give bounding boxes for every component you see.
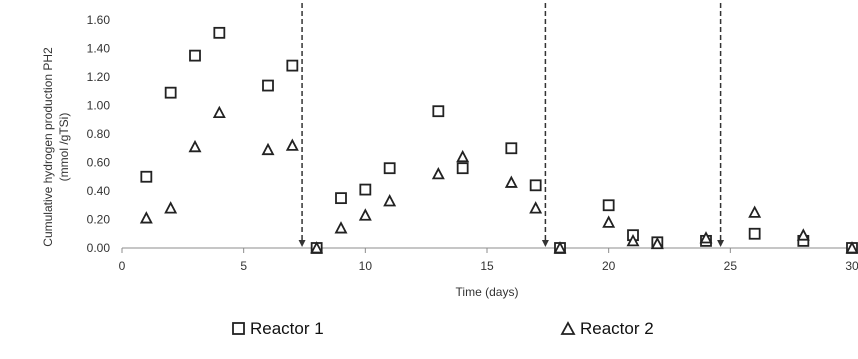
reactor-2-point — [383, 194, 397, 207]
x-tick-label: 20 — [602, 259, 616, 273]
reactor-2-point — [845, 241, 858, 254]
y-tick-label: 0.20 — [87, 213, 111, 227]
legend-item-reactor-2: Reactor 2 — [560, 319, 654, 338]
reactor-2-point — [285, 138, 299, 151]
reactor-2-point — [212, 105, 226, 119]
reactor-1-point — [456, 162, 469, 175]
reactor-2-point — [529, 201, 543, 214]
reactor-1-point — [140, 170, 153, 183]
y-tick-label: 1.60 — [87, 13, 111, 27]
y-tick-label: 1.40 — [87, 42, 111, 56]
reactor-1-point — [286, 59, 299, 72]
legend-label-reactor-2: Reactor 2 — [580, 319, 654, 338]
reactor-2-point — [261, 142, 275, 156]
reactor-2-point — [748, 205, 762, 218]
reactor-1-point — [189, 49, 201, 62]
reactor-2-point — [456, 149, 470, 163]
legend: Reactor 1 Reactor 2 — [232, 319, 654, 338]
y-tick-label: 0.00 — [87, 241, 111, 255]
reactor-2-point — [139, 211, 153, 224]
reactor-2-point — [650, 236, 664, 250]
y-tick-label: 0.80 — [87, 127, 111, 141]
reactor-1-point — [383, 162, 396, 175]
x-tick-label: 10 — [359, 259, 373, 273]
x-tick-label: 30 — [845, 259, 858, 273]
x-tick-label: 15 — [480, 259, 494, 273]
data-points-layer — [139, 26, 858, 254]
reactor-1-point — [602, 199, 615, 212]
reactor-2-point — [602, 215, 616, 228]
y-axis-title-line2: (mmol /gTSi) — [57, 113, 71, 182]
reactor-2-point — [796, 228, 810, 241]
reactor-1-point — [529, 179, 542, 192]
y-tick-label: 0.60 — [87, 156, 111, 170]
reactor-1-point — [213, 26, 226, 39]
reactor-2-point — [431, 166, 445, 180]
y-tick-label: 1.20 — [87, 70, 111, 84]
reactor-2-point — [164, 201, 178, 214]
reactor-1-point — [359, 183, 372, 196]
reactor-2-point — [626, 233, 640, 247]
reactor-1-point — [164, 86, 177, 99]
legend-label-reactor-1: Reactor 1 — [250, 319, 324, 338]
reactor-1-point — [505, 142, 518, 155]
reactor-2-point — [504, 175, 518, 188]
reactor-1-point — [432, 105, 445, 118]
y-tick-label: 0.40 — [87, 184, 111, 198]
y-tick-label: 1.00 — [87, 99, 111, 113]
reactor-1-point — [335, 192, 347, 205]
reactor-2-point — [188, 139, 202, 153]
reactor-2-point — [358, 208, 372, 221]
y-axis-title-line1: Cumulative hydrogen production PH2 — [41, 47, 55, 247]
x-axis-title: Time (days) — [456, 285, 519, 299]
reactor-1-point — [262, 79, 274, 92]
axes-layer: 0.00 0.20 0.40 0.60 0.80 1.00 1.20 1.40 1.60 0 5 10… — [87, 13, 858, 273]
vertical-markers-layer — [298, 3, 725, 247]
phase-divider-arrowhead — [717, 240, 725, 247]
reactor-2-point — [553, 241, 567, 254]
legend-item-reactor-1: Reactor 1 — [232, 319, 324, 338]
legend-triangle-marker — [560, 321, 576, 335]
reactor-1-point — [748, 227, 761, 240]
reactor-2-point — [699, 231, 713, 244]
x-tick-label: 0 — [119, 259, 126, 273]
x-tick-label: 25 — [724, 259, 738, 273]
phase-divider-arrowhead — [298, 240, 306, 247]
x-tick-label: 5 — [240, 259, 247, 273]
reactor-2-point — [310, 241, 324, 254]
reactor-2-point — [334, 221, 348, 234]
legend-square-marker — [232, 322, 245, 335]
phase-divider-arrowhead — [541, 240, 549, 247]
